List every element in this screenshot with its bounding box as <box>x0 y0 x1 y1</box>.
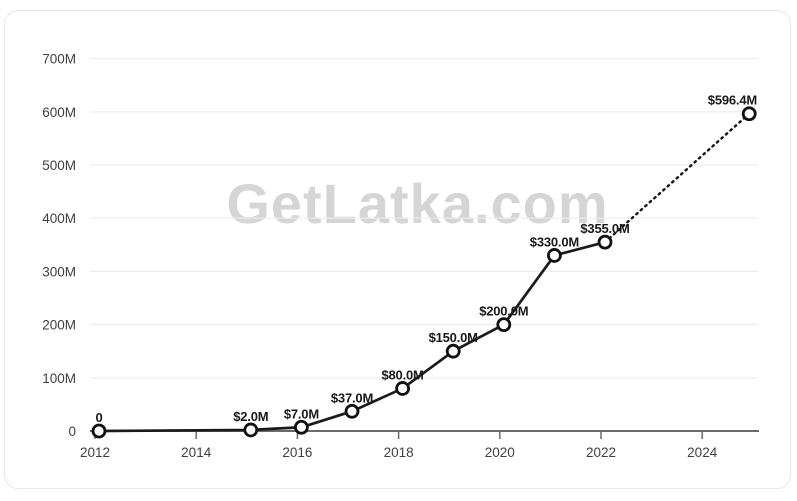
y-tick-label: 200M <box>42 318 76 333</box>
data-point-marker <box>597 234 613 250</box>
data-point-marker <box>741 106 757 122</box>
data-point-label: 0 <box>95 410 102 425</box>
y-tick-label: 100M <box>42 371 76 386</box>
data-point-label: $330.0M <box>530 234 579 249</box>
y-tick-label: 0 <box>68 424 76 439</box>
x-tick-label: 2018 <box>384 445 414 460</box>
data-point-label: $596.4M <box>708 93 757 108</box>
chart-card <box>4 10 791 489</box>
y-tick-label: 400M <box>42 211 76 226</box>
data-point-label: $80.0M <box>382 367 424 382</box>
getlatka-watermark: GetLatka.com <box>226 172 609 235</box>
data-point-label: $355.0M <box>580 221 629 236</box>
data-point-label: $7.0M <box>284 406 319 421</box>
y-tick-label: 700M <box>42 52 76 67</box>
data-point-label: $37.0M <box>331 390 373 405</box>
projection-line <box>603 112 751 244</box>
data-point-marker <box>293 419 309 435</box>
x-tick-label: 2020 <box>485 445 515 460</box>
x-tick-label: 2012 <box>80 445 110 460</box>
y-tick-label: 300M <box>42 264 76 279</box>
data-point-marker <box>395 381 411 396</box>
x-tick-label: 2022 <box>586 445 616 460</box>
data-point-marker <box>496 317 512 333</box>
data-point-label: $150.0M <box>429 330 478 345</box>
x-tick-label: 2016 <box>282 445 312 460</box>
y-tick-label: 600M <box>42 105 76 120</box>
y-tick-label: 500M <box>42 158 76 173</box>
data-point-marker <box>547 248 562 263</box>
data-point-label: $2.0M <box>233 409 268 424</box>
data-point-marker <box>445 343 461 359</box>
data-point-label: $200.0M <box>479 304 528 319</box>
data-point-marker <box>243 422 259 438</box>
data-point-marker <box>91 423 107 439</box>
x-tick-label: 2024 <box>687 445 718 460</box>
x-tick-label: 2014 <box>181 445 212 460</box>
data-point-marker <box>344 403 360 419</box>
